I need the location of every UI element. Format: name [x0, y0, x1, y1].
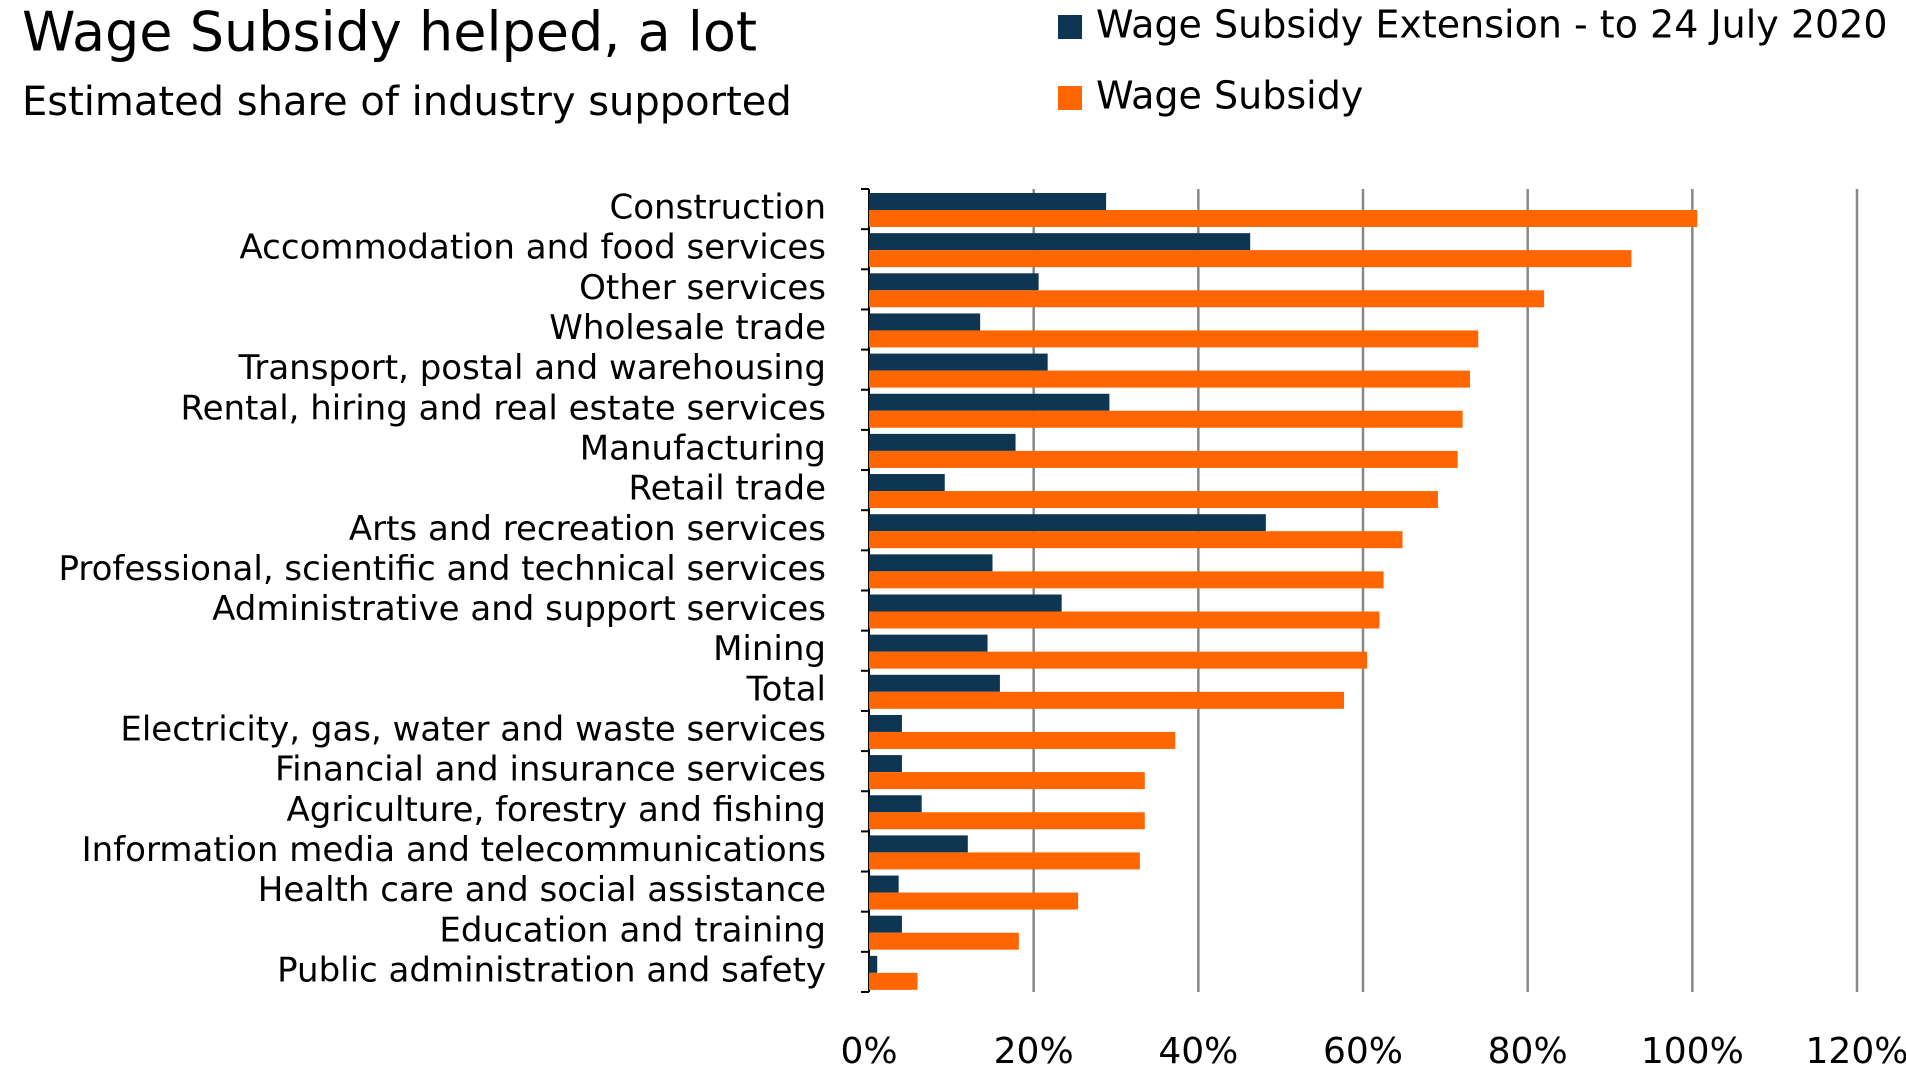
y-tick-label: Professional, scientific and technical s… [58, 549, 826, 589]
bar [869, 714, 902, 732]
x-tick-label: 100% [1641, 1031, 1744, 1067]
bar [869, 795, 922, 813]
bar [869, 410, 1463, 428]
y-tick-label: Total [746, 669, 826, 709]
bar [869, 290, 1545, 308]
x-tick-label: 40% [1158, 1031, 1238, 1067]
x-tick-label: 80% [1488, 1031, 1568, 1067]
chart-title: Wage Subsidy helped, a lot [22, 1, 757, 64]
bar [869, 651, 1368, 669]
bar [869, 370, 1471, 388]
x-tick-label: 120% [1806, 1031, 1906, 1067]
bar [869, 330, 1479, 348]
y-tick-label: Administrative and support services [212, 589, 826, 629]
bar [869, 835, 968, 853]
bar [869, 193, 1107, 210]
y-tick-label: Arts and recreation services [349, 509, 826, 549]
y-tick-label: Other services [579, 268, 826, 308]
bar [869, 755, 902, 773]
y-tick-label: Construction [610, 188, 826, 228]
bar [869, 474, 945, 492]
bar [869, 812, 1145, 830]
bar [869, 273, 1039, 291]
bar [869, 353, 1048, 371]
y-tick-label: Accommodation and food services [240, 228, 826, 268]
legend-swatch [1058, 15, 1082, 39]
bar [869, 554, 993, 572]
y-tick-label: Education and training [439, 910, 826, 950]
y-tick-label: Financial and insurance services [275, 750, 826, 790]
bar [869, 875, 899, 893]
y-tick-label: Mining [713, 629, 826, 669]
y-tick-label: Retail trade [628, 469, 826, 509]
legend-label: Wage Subsidy Extension - to 24 July 2020 [1096, 3, 1888, 47]
y-tick-label: Information media and telecommunications [82, 830, 826, 870]
bar [869, 250, 1632, 268]
bar [869, 955, 878, 973]
bar [869, 731, 1176, 749]
bar [869, 514, 1266, 532]
bar [869, 852, 1140, 870]
x-tick-label: 60% [1323, 1031, 1403, 1067]
y-tick-label: Manufacturing [580, 428, 826, 468]
y-tick-label: Public administration and safety [277, 950, 826, 990]
bar [869, 433, 1016, 451]
chart-subtitle: Estimated share of industry supported [22, 79, 792, 125]
bar [869, 450, 1458, 468]
legend-swatch [1058, 86, 1082, 110]
y-tick-label: Wholesale trade [549, 308, 826, 348]
x-tick-label: 0% [840, 1031, 897, 1067]
bar [869, 313, 981, 331]
bar [869, 393, 1110, 411]
bar [869, 571, 1384, 589]
bar [869, 634, 988, 652]
bar [869, 674, 1000, 692]
bar [869, 531, 1403, 549]
y-tick-label: Rental, hiring and real estate services [180, 388, 826, 428]
x-tick-label: 20% [994, 1031, 1074, 1067]
bar [869, 594, 1062, 612]
bar [869, 611, 1380, 629]
legend-label: Wage Subsidy [1096, 74, 1363, 118]
bar [869, 491, 1438, 509]
y-tick-label: Health care and social assistance [258, 870, 826, 910]
bar [869, 915, 902, 933]
y-tick-label: Electricity, gas, water and waste servic… [120, 710, 826, 750]
bar [869, 772, 1145, 790]
bar [869, 932, 1019, 950]
y-tick-label: Transport, postal and warehousing [238, 348, 826, 388]
bar [869, 972, 918, 990]
y-tick-label: Agriculture, forestry and fishing [286, 790, 826, 830]
bar [869, 892, 1079, 910]
bar [869, 691, 1345, 709]
bar [869, 210, 1698, 227]
bar [869, 233, 1251, 251]
